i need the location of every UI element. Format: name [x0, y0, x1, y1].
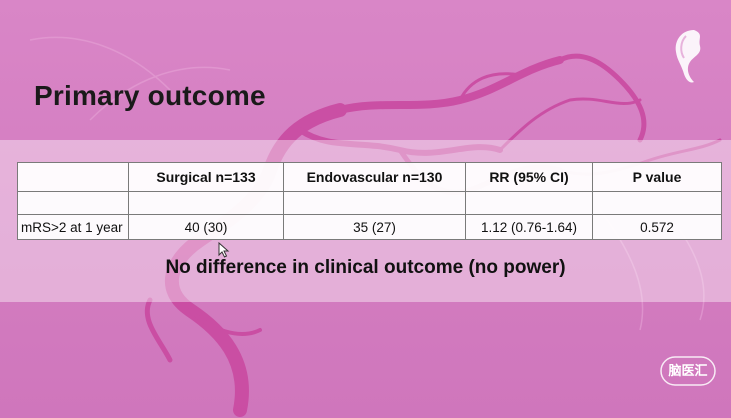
- table-cell: [465, 191, 593, 215]
- table-header-row: Surgical n=133 Endovascular n=130 RR (95…: [17, 162, 722, 192]
- table-header-cell: [17, 162, 129, 192]
- table-header-cell: Endovascular n=130: [283, 162, 466, 192]
- table-cell: [17, 191, 129, 215]
- mouse-pointer-icon: [218, 242, 230, 258]
- profile-head-icon: [675, 30, 701, 83]
- table-header-cell: P value: [592, 162, 722, 192]
- table-cell: [592, 191, 722, 215]
- table-cell: 1.12 (0.76-1.64): [465, 214, 593, 240]
- table-header-cell: RR (95% CI): [465, 162, 593, 192]
- table-cell: 0.572: [592, 214, 722, 240]
- table-cell: 40 (30): [128, 214, 284, 240]
- conclusion-note: No difference in clinical outcome (no po…: [165, 257, 566, 278]
- table-empty-row: [17, 191, 722, 215]
- table-header-cell: Surgical n=133: [128, 162, 284, 192]
- slide-title: Primary outcome: [34, 80, 266, 111]
- table-row-label: mRS>2 at 1 year: [17, 214, 129, 240]
- outcome-table: Surgical n=133 Endovascular n=130 RR (95…: [17, 162, 722, 240]
- watermark-text: 脑医汇: [668, 363, 708, 378]
- table-row: mRS>2 at 1 year 40 (30) 35 (27) 1.12 (0.…: [17, 214, 722, 240]
- table-cell: 35 (27): [283, 214, 466, 240]
- watermark-logo-icon: [660, 356, 716, 386]
- table-cell: [128, 191, 284, 215]
- table-cell: [283, 191, 466, 215]
